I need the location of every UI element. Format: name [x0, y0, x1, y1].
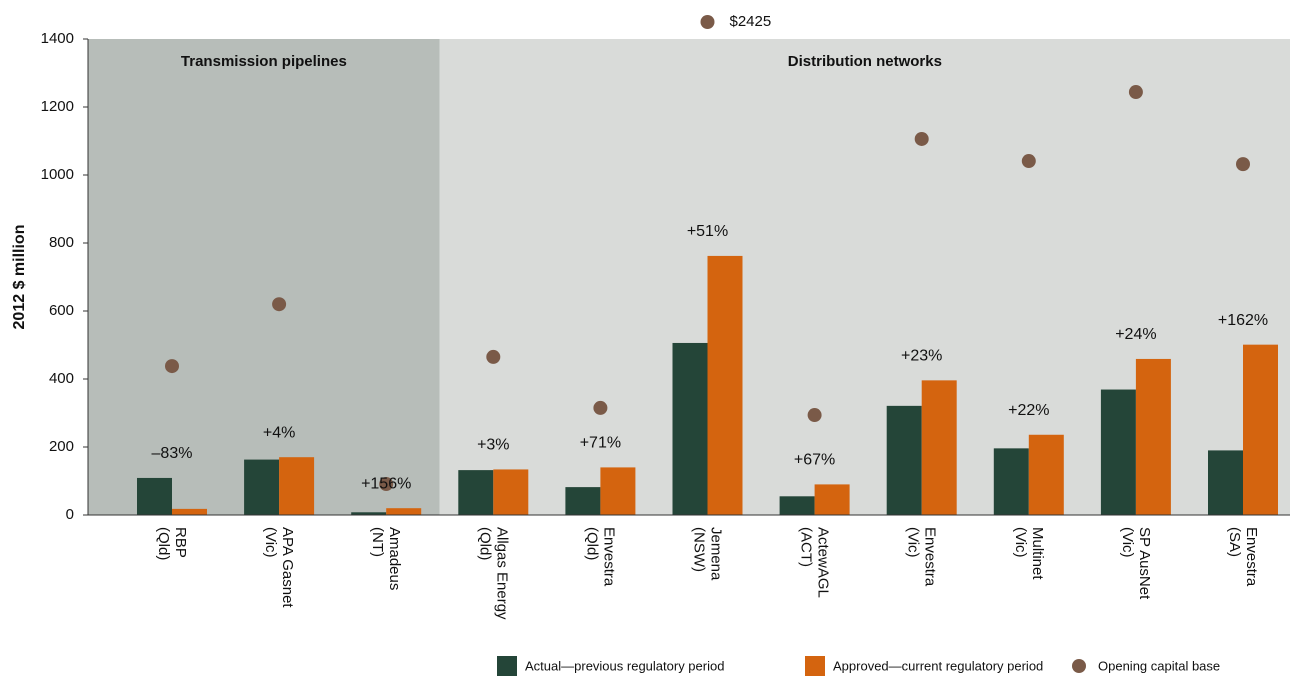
data-label: $2425 [730, 13, 772, 30]
y-axis-label: 2012 $ million [11, 225, 28, 330]
y-tick-label: 400 [49, 370, 74, 387]
x-tick-label: Envestra(Vic) [905, 527, 939, 587]
y-tick-label: 200 [49, 438, 74, 455]
section-bg [88, 39, 440, 515]
capital-base-dot [1021, 154, 1036, 169]
legend-label: Approved—current regulatory period [833, 658, 1043, 673]
bar [600, 467, 636, 515]
bar [244, 459, 280, 515]
capital-base-dot [1128, 85, 1143, 100]
change-label: +22% [1008, 402, 1049, 419]
legend-marker [497, 656, 517, 676]
x-tick-label: Jemena(NSW) [691, 527, 725, 581]
bar [1135, 358, 1171, 515]
y-tick-label: 0 [66, 506, 74, 523]
x-tick-label: Multinet(Vic) [1012, 527, 1046, 580]
y-tick-label: 800 [49, 234, 74, 251]
change-label: +156% [361, 475, 411, 492]
bar [351, 512, 387, 515]
bar [672, 342, 708, 515]
x-tick-label: SP AusNet(Vic) [1119, 527, 1153, 600]
change-label: –83% [152, 445, 193, 462]
bar [707, 255, 743, 516]
bar [921, 380, 957, 515]
x-tick-label: Envestra(SA) [1226, 527, 1260, 587]
change-label: +67% [794, 452, 835, 469]
capital-base-dot [486, 349, 501, 364]
bar [565, 487, 601, 515]
x-tick-label: APA Gasnet(Vic) [262, 527, 296, 608]
capital-base-dot [807, 408, 822, 423]
x-tick-label: RBP(Qld) [155, 527, 189, 560]
legend-label: Opening capital base [1098, 658, 1220, 673]
change-label: +3% [477, 437, 509, 454]
bar [1208, 450, 1243, 515]
bar [1028, 434, 1064, 515]
capital-base-dot [914, 131, 929, 146]
x-tick-label: Envestra(Qld) [583, 527, 617, 587]
bar [172, 508, 207, 515]
capital-base-dot [700, 15, 715, 29]
capital-base-dot [593, 400, 608, 415]
bar [493, 469, 529, 515]
bar [779, 496, 815, 515]
change-label: +162% [1218, 312, 1268, 329]
bar [386, 508, 422, 515]
section-label: Transmission pipelines [181, 53, 347, 70]
bar [458, 470, 494, 515]
bar [279, 457, 315, 515]
x-tick-label: Allgas Energy(Qld) [476, 527, 510, 620]
capital-base-dot [272, 297, 287, 312]
legend-marker [1072, 659, 1086, 673]
capital-base-dot [165, 359, 179, 374]
change-label: +51% [687, 223, 728, 240]
y-tick-label: 600 [49, 302, 74, 319]
change-label: +23% [901, 348, 942, 365]
bar [1100, 389, 1136, 515]
bar [814, 484, 850, 515]
y-tick-label: 1000 [41, 166, 74, 183]
legend-marker [805, 656, 825, 676]
capital-base-dot [379, 477, 394, 492]
legend-label: Actual—previous regulatory period [525, 658, 724, 673]
bar [137, 477, 172, 515]
change-label: +71% [580, 435, 621, 452]
bar [1243, 344, 1278, 515]
bar [993, 448, 1029, 515]
x-tick-label: Amadeus(NT) [369, 527, 403, 590]
change-label: +24% [1115, 326, 1156, 343]
x-tick-label: ActewAGL(ACT) [798, 527, 832, 598]
capital-base-dot [1236, 157, 1250, 172]
y-tick-label: 1200 [41, 98, 74, 115]
section-label: Distribution networks [788, 53, 942, 70]
y-tick-label: 1400 [41, 30, 74, 47]
bar [886, 405, 922, 515]
change-label: +4% [263, 424, 295, 441]
